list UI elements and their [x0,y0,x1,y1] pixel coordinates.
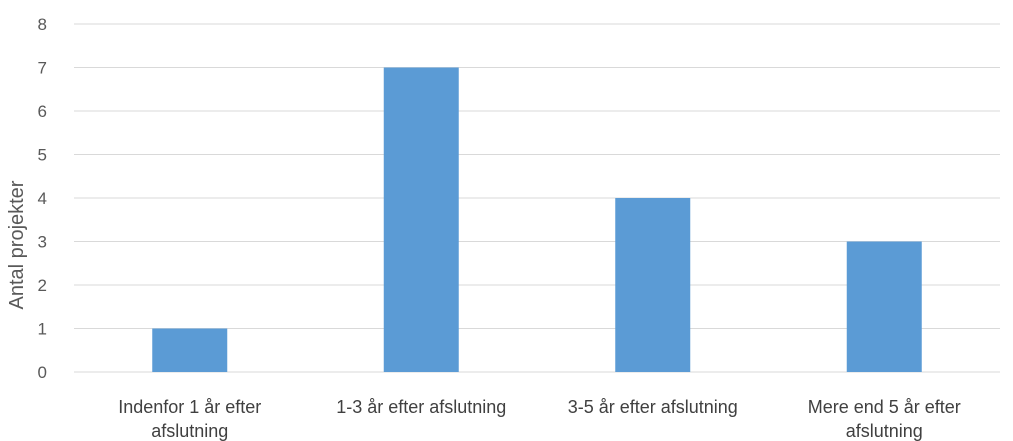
x-tick-label: Indenfor 1 år efter afslutning [118,397,261,441]
gridlines [74,23,1000,373]
bar [846,241,922,372]
x-tick-label: 3-5 år efter afslutning [568,397,738,417]
y-tick-label: 1 [38,320,47,339]
bar [615,198,691,372]
y-tick-label: 6 [38,102,47,121]
x-tick-label: Mere end 5 år efter afslutning [808,397,961,441]
y-tick-label: 8 [38,15,47,34]
y-tick-label: 5 [38,146,47,165]
y-tick-label: 0 [38,363,47,382]
y-axis-ticks: 0 1 2 3 4 5 6 7 8 [38,15,47,382]
x-tick-label: 1-3 år efter afslutning [336,397,506,417]
bars [152,67,922,372]
bar [152,328,228,372]
y-axis-label: Antal projekter [6,180,28,309]
y-tick-label: 3 [38,233,47,252]
y-tick-label: 4 [38,189,47,208]
y-tick-label: 7 [38,59,47,78]
bar [383,67,459,372]
y-tick-label: 2 [38,276,47,295]
x-axis-labels: Indenfor 1 år efter afslutning 1-3 år efte… [118,397,961,441]
